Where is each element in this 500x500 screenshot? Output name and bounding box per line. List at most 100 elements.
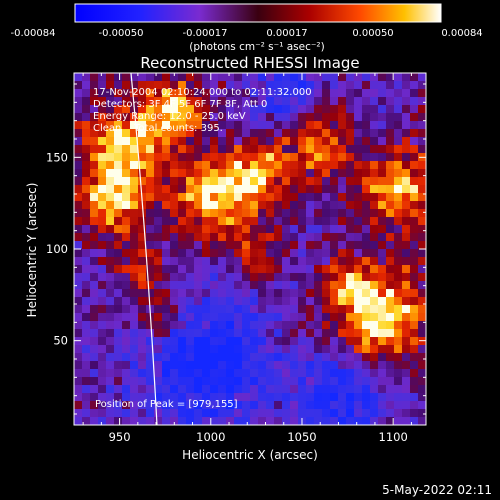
heatmap-cell — [162, 137, 171, 146]
heatmap-cell — [418, 297, 426, 306]
heatmap-cell — [394, 153, 403, 162]
heatmap-cell — [346, 409, 355, 418]
heatmap-cell — [250, 113, 259, 122]
heatmap-cell — [106, 217, 115, 226]
heatmap-cell — [218, 241, 227, 250]
heatmap-cell — [282, 409, 291, 418]
heatmap-cell — [402, 369, 411, 378]
heatmap-cell — [98, 241, 107, 250]
heatmap-cell — [346, 73, 355, 82]
heatmap-cell — [162, 249, 171, 258]
heatmap-cell — [338, 249, 347, 258]
heatmap-cell — [410, 369, 419, 378]
heatmap-cell — [386, 89, 395, 98]
heatmap-cell — [82, 385, 91, 394]
heatmap-cell — [74, 121, 83, 130]
heatmap-cell — [378, 393, 387, 402]
heatmap-cell — [130, 337, 139, 346]
heatmap-cell — [282, 305, 291, 314]
heatmap-cell — [170, 361, 179, 370]
heatmap-cell — [234, 137, 243, 146]
heatmap-cell — [242, 169, 251, 178]
heatmap-cell — [354, 361, 363, 370]
heatmap-cell — [98, 161, 107, 170]
heatmap-cell — [418, 81, 426, 90]
heatmap-cell — [202, 193, 211, 202]
heatmap-cell — [178, 233, 187, 242]
heatmap-cell — [90, 249, 99, 258]
heatmap-cell — [122, 337, 131, 346]
heatmap-cell — [290, 145, 299, 154]
heatmap-cell — [74, 321, 83, 330]
heatmap-cell — [290, 329, 299, 338]
heatmap-cell — [378, 353, 387, 362]
heatmap-cell — [170, 297, 179, 306]
heatmap-cell — [114, 209, 123, 218]
heatmap-cell — [250, 161, 259, 170]
heatmap-cell — [226, 393, 235, 402]
heatmap-cell — [202, 89, 211, 98]
heatmap-cell — [386, 209, 395, 218]
heatmap-cell — [242, 81, 251, 90]
heatmap-cell — [330, 281, 339, 290]
heatmap-cell — [162, 193, 171, 202]
heatmap-cell — [218, 265, 227, 274]
heatmap-cell — [298, 353, 307, 362]
heatmap-cell — [162, 369, 171, 378]
heatmap-cell — [378, 313, 387, 322]
heatmap-cell — [274, 297, 283, 306]
heatmap-cell — [274, 193, 283, 202]
heatmap-cell — [154, 273, 163, 282]
heatmap-cell — [314, 345, 323, 354]
heatmap-cell — [82, 97, 91, 106]
heatmap-cell — [346, 337, 355, 346]
heatmap-cell — [234, 105, 243, 114]
heatmap-cell — [410, 321, 419, 330]
heatmap-cell — [290, 305, 299, 314]
heatmap-cell — [178, 105, 187, 114]
heatmap-cell — [98, 273, 107, 282]
heatmap-cell — [194, 169, 203, 178]
heatmap-cell — [386, 353, 395, 362]
heatmap-cell — [210, 209, 219, 218]
heatmap-cell — [194, 177, 203, 186]
heatmap-cell — [306, 217, 315, 226]
heatmap-cell — [386, 329, 395, 338]
heatmap-cell — [234, 377, 243, 386]
x-axis-label: Heliocentric X (arcsec) — [182, 448, 318, 462]
heatmap-cell — [98, 233, 107, 242]
heatmap-cell — [194, 361, 203, 370]
heatmap-cell — [122, 329, 131, 338]
heatmap-cell — [130, 137, 139, 146]
heatmap-cell — [194, 193, 203, 202]
heatmap-cell — [330, 241, 339, 250]
heatmap-cell — [234, 97, 243, 106]
heatmap-cell — [274, 233, 283, 242]
heatmap-cell — [354, 225, 363, 234]
heatmap-cell — [162, 169, 171, 178]
heatmap-cell — [394, 161, 403, 170]
heatmap-cell — [218, 129, 227, 138]
heatmap-cell — [410, 249, 419, 258]
heatmap-cell — [242, 177, 251, 186]
heatmap-cell — [186, 273, 195, 282]
heatmap-cell — [370, 289, 379, 298]
heatmap-cell — [282, 113, 291, 122]
heatmap-cell — [106, 289, 115, 298]
heatmap-cell — [210, 385, 219, 394]
heatmap-cell — [330, 369, 339, 378]
heatmap-cell — [242, 201, 251, 210]
heatmap-cell — [314, 241, 323, 250]
heatmap-cell — [202, 401, 211, 410]
heatmap-cell — [90, 241, 99, 250]
heatmap-cell — [122, 113, 131, 122]
heatmap-cell — [314, 161, 323, 170]
heatmap-cell — [162, 73, 171, 82]
heatmap-cell — [98, 193, 107, 202]
y-tick-label: 100 — [46, 242, 68, 256]
heatmap-cell — [218, 353, 227, 362]
heatmap-cell — [234, 241, 243, 250]
heatmap-cell — [346, 313, 355, 322]
heatmap-cell — [418, 265, 426, 274]
